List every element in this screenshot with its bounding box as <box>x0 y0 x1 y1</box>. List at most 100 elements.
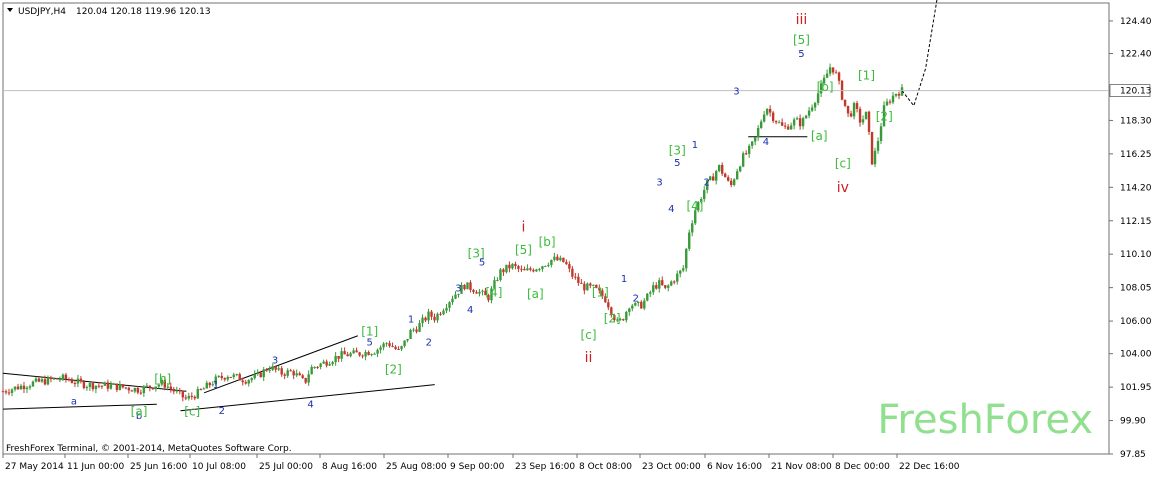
candle-body <box>334 355 337 363</box>
candle-body <box>409 330 412 339</box>
candle-body <box>604 296 607 303</box>
candle-body <box>523 268 526 271</box>
candle-body <box>238 374 241 381</box>
candle-body <box>145 385 149 387</box>
candle-body <box>376 349 379 354</box>
y-tick-label: 116.25 <box>1120 150 1152 160</box>
candle-body <box>577 276 580 283</box>
candle-body <box>544 265 547 267</box>
candle-body <box>481 290 484 292</box>
y-tick-label: 120.13 <box>1120 87 1152 97</box>
candle-body <box>136 387 140 393</box>
candle-body <box>220 375 223 379</box>
candle-body <box>709 176 712 181</box>
candle-body <box>810 107 814 111</box>
candle-body <box>759 121 763 128</box>
candle-body <box>801 118 805 127</box>
candle-body <box>661 280 664 286</box>
candle-body <box>109 384 113 389</box>
candle-body <box>49 377 53 380</box>
symbol-dropdown-icon[interactable] <box>7 8 13 12</box>
candle-body <box>226 376 229 380</box>
wave-label: [5] <box>793 33 810 47</box>
candle-body <box>163 379 167 388</box>
candle-body <box>559 257 562 261</box>
candle-body <box>861 119 865 123</box>
candle-body <box>112 383 116 385</box>
candle-body <box>436 313 439 321</box>
y-tick-label: 99.90 <box>1120 417 1146 427</box>
candle-body <box>73 382 77 384</box>
candle-body <box>286 370 289 376</box>
x-tick-label: 8 Dec 00:00 <box>835 462 890 472</box>
candle-body <box>774 120 778 123</box>
candle-body <box>313 366 316 368</box>
candle-body <box>343 351 346 355</box>
candle-body <box>789 125 793 130</box>
candle-body <box>445 307 448 311</box>
candle-body <box>747 145 751 154</box>
candle-body <box>421 317 424 324</box>
candle-body <box>622 319 625 321</box>
candle-body <box>34 378 38 382</box>
candle-body <box>508 264 511 269</box>
candle-body <box>274 366 277 370</box>
candle-body <box>268 369 271 371</box>
candle-body <box>723 173 727 178</box>
ohlc-values: 120.04 120.18 119.96 120.13 <box>76 7 211 17</box>
candle-body <box>870 131 874 165</box>
candle-body <box>259 372 262 378</box>
candle-body <box>583 283 586 291</box>
candle-body <box>148 385 152 388</box>
candle-body <box>858 108 862 123</box>
candle-body <box>888 101 892 103</box>
candle-body <box>834 72 838 74</box>
wave-label: [c] <box>184 405 200 419</box>
candle-body <box>331 362 334 365</box>
x-tick-label: 9 Sep 00:00 <box>450 462 505 472</box>
candle-body <box>610 307 613 316</box>
candle-body <box>879 126 883 141</box>
y-tick-label: 118.30 <box>1120 116 1152 126</box>
candle-body <box>61 374 65 380</box>
y-tick-label: 106.00 <box>1120 317 1152 327</box>
candle-body <box>804 115 808 119</box>
y-tick-label: 97.85 <box>1120 450 1146 460</box>
candle-body <box>355 350 358 353</box>
candle-body <box>463 284 466 290</box>
wave-label: 3 <box>733 86 739 97</box>
candle-body <box>181 390 184 398</box>
wave-label: [1] <box>858 69 875 83</box>
candle-body <box>601 290 604 297</box>
candle-body <box>349 353 352 357</box>
candle-body <box>688 232 691 249</box>
candle-body <box>139 392 143 394</box>
candle-body <box>7 392 11 394</box>
candle-body <box>22 385 26 390</box>
candle-body <box>520 268 523 270</box>
candle-body <box>712 176 715 181</box>
candle-body <box>37 378 41 382</box>
candle-body <box>418 323 421 332</box>
x-tick-label: 27 May 2014 <box>5 462 64 472</box>
x-tick-label: 21 Nov 08:00 <box>771 462 832 472</box>
candle-body <box>721 164 724 174</box>
candle-body <box>214 376 217 385</box>
candle-body <box>652 285 655 293</box>
candle-body <box>735 171 739 180</box>
trendline <box>203 335 359 394</box>
candle-body <box>780 122 784 126</box>
candle-body <box>322 361 325 364</box>
candle-body <box>496 279 499 281</box>
candle-body <box>571 268 574 277</box>
candle-body <box>388 343 391 347</box>
candle-body <box>517 266 520 269</box>
candle-body <box>127 387 131 391</box>
candle-body <box>670 281 673 286</box>
wave-label: [a] <box>131 405 148 419</box>
candle-body <box>550 259 553 265</box>
x-tick-label: 23 Sep 16:00 <box>515 462 575 472</box>
candle-body <box>292 371 295 376</box>
